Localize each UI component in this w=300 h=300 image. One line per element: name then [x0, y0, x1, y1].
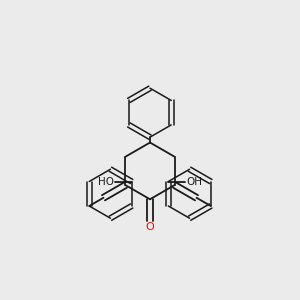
Text: HO: HO [98, 176, 114, 187]
Text: O: O [146, 222, 154, 232]
Text: OH: OH [186, 176, 202, 187]
